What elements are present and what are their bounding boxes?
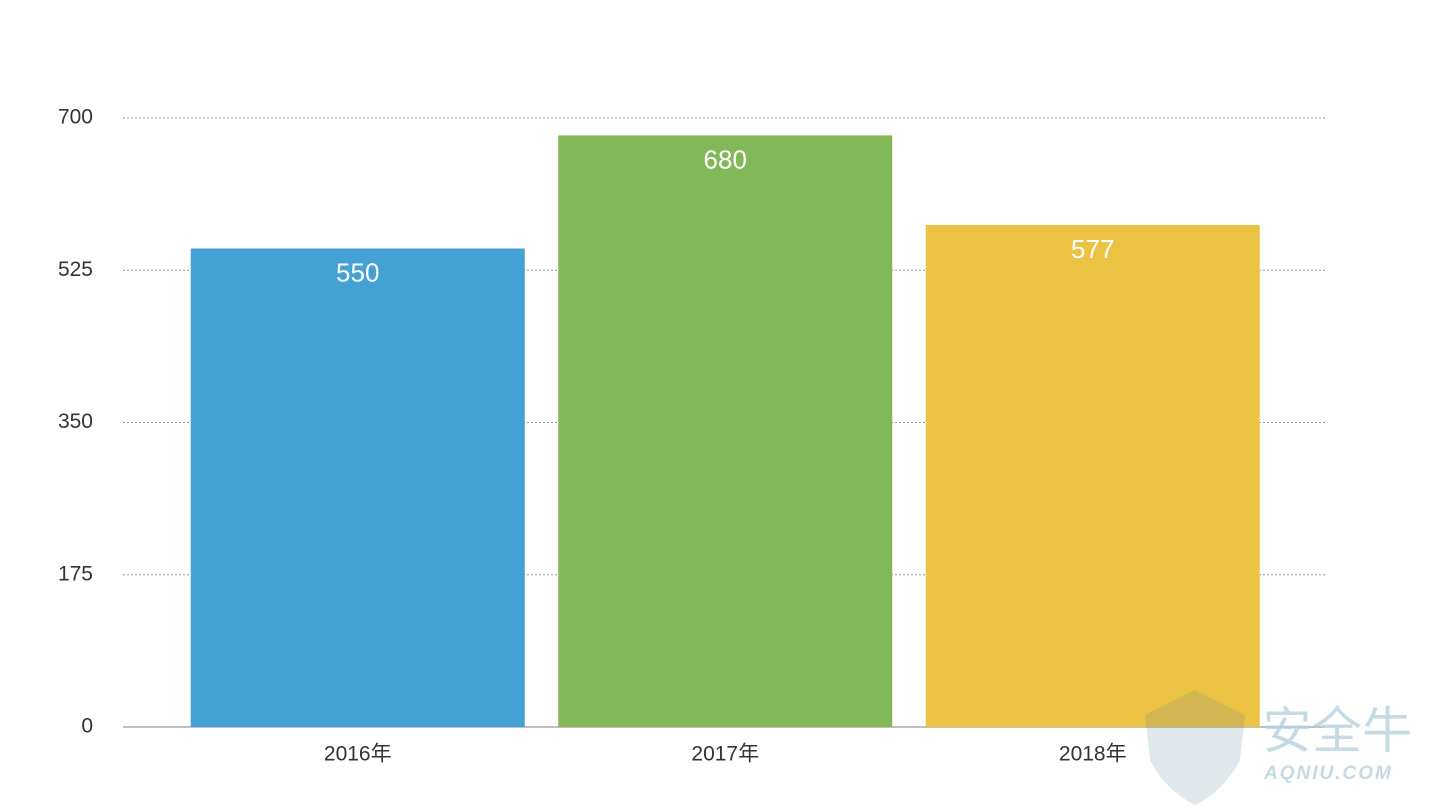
watermark-text: 安全牛	[1262, 703, 1412, 759]
bar	[558, 135, 893, 727]
y-tick-label: 0	[81, 715, 93, 738]
value-label: 550	[336, 257, 379, 287]
bar	[190, 248, 525, 727]
y-tick-label: 700	[58, 106, 93, 129]
value-label: 680	[704, 144, 747, 174]
value-label: 577	[1071, 234, 1114, 264]
watermark-url: AQNIU.COM	[1263, 763, 1393, 784]
y-tick-label: 350	[58, 410, 93, 433]
y-tick-label: 175	[58, 562, 93, 585]
x-tick-label: 2017年	[691, 743, 759, 766]
x-tick-label: 2018年	[1059, 743, 1127, 766]
y-tick-label: 525	[58, 258, 93, 281]
watermark-logo	[1145, 690, 1245, 805]
x-tick-label: 2016年	[324, 743, 392, 766]
bar	[925, 225, 1260, 727]
